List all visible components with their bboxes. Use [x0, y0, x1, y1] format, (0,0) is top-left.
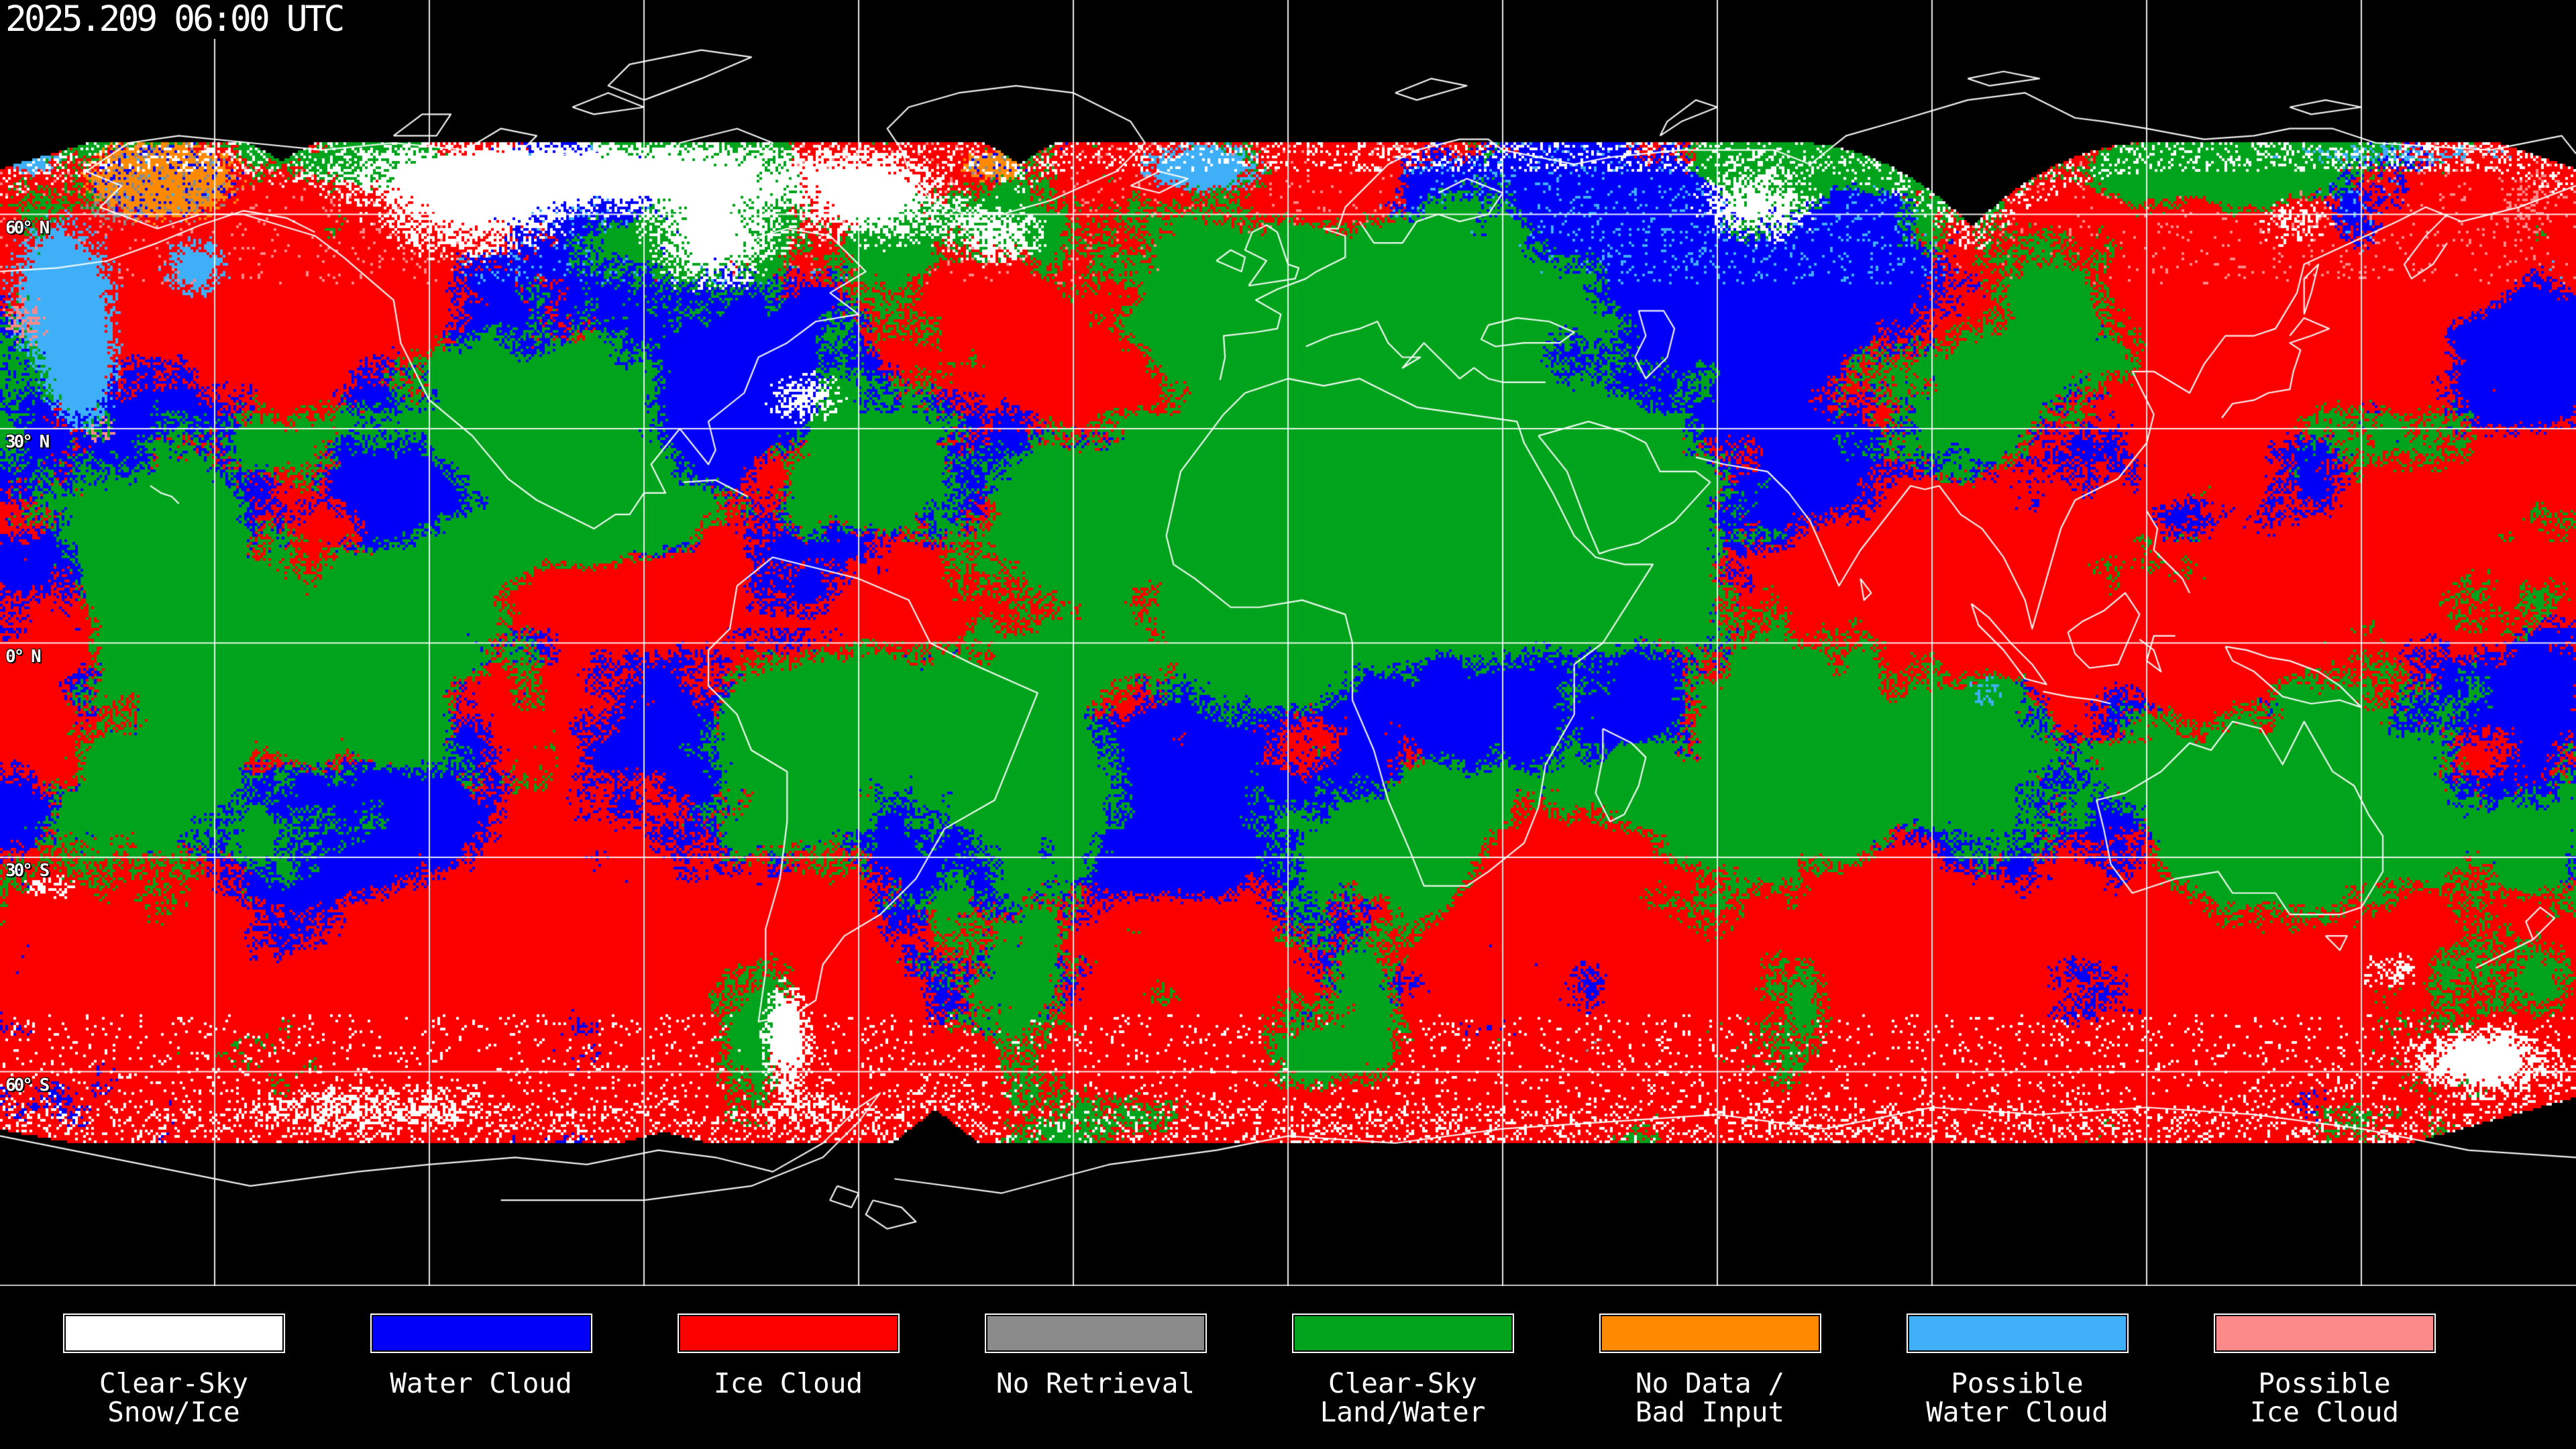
legend-swatch-ice-cloud — [677, 1313, 900, 1353]
legend-item-possible-ice-cloud: Possible Ice Cloud — [2171, 1286, 2478, 1427]
legend-swatch-fill — [2216, 1316, 2433, 1350]
legend-label: Clear-Sky Land/Water — [1320, 1367, 1486, 1428]
latitude-label-30n: 30° N — [5, 432, 50, 452]
legend-swatch-clear-sky-snow-ice — [62, 1313, 285, 1353]
legend-item-water-cloud: Water Cloud — [327, 1286, 635, 1398]
legend-swatch-fill — [372, 1316, 590, 1350]
legend-bar: Clear-Sky Snow/Ice Water Cloud Ice Cloud… — [0, 1286, 2576, 1449]
legend-swatch-no-retrieval — [984, 1313, 1207, 1353]
legend-swatch-no-data-bad-input — [1599, 1313, 1821, 1353]
latitude-label-0n: 0° N — [5, 646, 42, 667]
latitude-label-30s: 30° S — [5, 861, 50, 881]
legend-item-clear-sky-land-water: Clear-Sky Land/Water — [1249, 1286, 1556, 1427]
world-cloud-phase-map — [0, 0, 2576, 1286]
legend-label: Possible Ice Cloud — [2249, 1367, 2400, 1428]
latitude-label-60s: 60° S — [5, 1075, 50, 1095]
legend-swatch-fill — [1909, 1316, 2126, 1350]
latitude-label-60n: 60° N — [5, 217, 50, 238]
legend-swatch-fill — [65, 1316, 282, 1350]
legend-swatch-water-cloud — [370, 1313, 592, 1353]
legend-label: No Retrieval — [996, 1367, 1195, 1399]
legend-label: Ice Cloud — [713, 1367, 863, 1399]
legend-item-no-retrieval: No Retrieval — [942, 1286, 1249, 1398]
legend-swatch-fill — [680, 1316, 897, 1350]
legend-swatch-possible-water-cloud — [1906, 1313, 2129, 1353]
legend-label: Water Cloud — [390, 1367, 572, 1399]
legend-label: Clear-Sky Snow/Ice — [99, 1367, 249, 1428]
legend-item-possible-water-cloud: Possible Water Cloud — [1864, 1286, 2171, 1427]
legend-item-clear-sky-snow-ice: Clear-Sky Snow/Ice — [20, 1286, 327, 1427]
legend-swatch-fill — [1294, 1316, 1511, 1350]
timestamp: 2025.209 06:00 UTC — [4, 0, 350, 39]
legend-label: No Data / Bad Input — [1635, 1367, 1785, 1428]
legend-swatch-fill — [987, 1316, 1204, 1350]
legend-swatch-clear-sky-land-water — [1291, 1313, 1514, 1353]
legend-label: Possible Water Cloud — [1926, 1367, 2108, 1428]
legend-item-ice-cloud: Ice Cloud — [635, 1286, 942, 1398]
legend-swatch-fill — [1601, 1316, 1819, 1350]
legend-item-no-data-bad-input: No Data / Bad Input — [1556, 1286, 1864, 1427]
legend-swatch-possible-ice-cloud — [2213, 1313, 2436, 1353]
